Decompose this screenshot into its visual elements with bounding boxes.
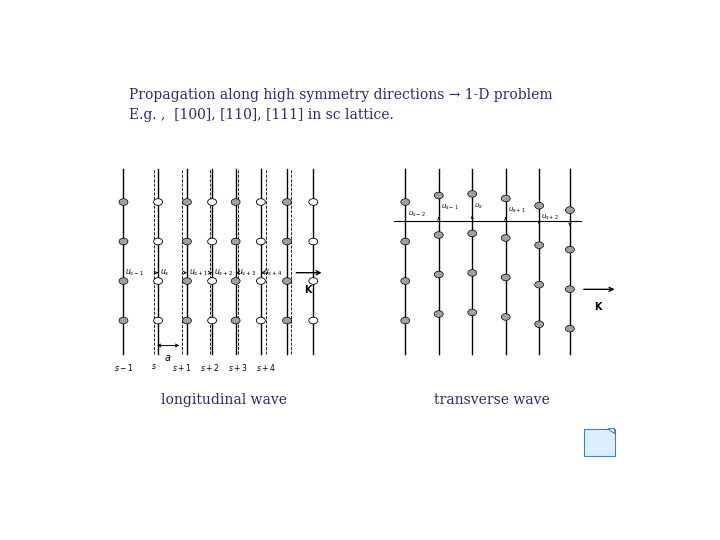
Circle shape bbox=[207, 317, 217, 324]
Circle shape bbox=[182, 317, 192, 324]
Text: $s$: $s$ bbox=[151, 362, 157, 371]
Circle shape bbox=[468, 269, 477, 276]
Circle shape bbox=[501, 195, 510, 202]
Circle shape bbox=[565, 207, 575, 213]
Circle shape bbox=[501, 274, 510, 281]
Circle shape bbox=[207, 278, 217, 285]
Text: $u_{s-2}$: $u_{s-2}$ bbox=[408, 210, 425, 219]
Circle shape bbox=[434, 232, 444, 238]
Circle shape bbox=[468, 309, 477, 316]
Circle shape bbox=[434, 192, 444, 199]
Text: $u_{s+1}$: $u_{s+1}$ bbox=[508, 206, 526, 215]
Text: $s+3$: $s+3$ bbox=[228, 362, 248, 373]
Circle shape bbox=[231, 317, 240, 324]
Circle shape bbox=[501, 235, 510, 241]
Circle shape bbox=[468, 191, 477, 197]
Text: $a$: $a$ bbox=[164, 353, 172, 363]
Circle shape bbox=[282, 278, 292, 285]
Circle shape bbox=[119, 199, 128, 205]
Text: transverse wave: transverse wave bbox=[434, 393, 549, 407]
Circle shape bbox=[182, 199, 192, 205]
Circle shape bbox=[309, 238, 318, 245]
Text: $s+4$: $s+4$ bbox=[256, 362, 276, 373]
Circle shape bbox=[309, 317, 318, 324]
Text: $s+2$: $s+2$ bbox=[200, 362, 220, 373]
Circle shape bbox=[401, 238, 410, 245]
Circle shape bbox=[119, 317, 128, 324]
Text: $u_{s-1}$: $u_{s-1}$ bbox=[441, 203, 459, 212]
Circle shape bbox=[231, 199, 240, 205]
Circle shape bbox=[401, 278, 410, 285]
Circle shape bbox=[256, 238, 266, 245]
Circle shape bbox=[119, 238, 128, 245]
Circle shape bbox=[153, 278, 163, 285]
Circle shape bbox=[401, 199, 410, 205]
Text: $s+1$: $s+1$ bbox=[172, 362, 192, 373]
Circle shape bbox=[256, 199, 266, 205]
Polygon shape bbox=[608, 429, 615, 434]
FancyBboxPatch shape bbox=[584, 429, 615, 456]
Text: $u_{s+4}$: $u_{s+4}$ bbox=[263, 267, 282, 278]
Circle shape bbox=[535, 321, 544, 328]
Text: $u_{s+3}$: $u_{s+3}$ bbox=[238, 267, 256, 278]
Circle shape bbox=[182, 238, 192, 245]
Circle shape bbox=[434, 310, 444, 318]
Circle shape bbox=[565, 246, 575, 253]
Circle shape bbox=[565, 325, 575, 332]
Circle shape bbox=[256, 278, 266, 285]
Circle shape bbox=[231, 238, 240, 245]
Circle shape bbox=[468, 230, 477, 237]
Text: Propagation along high symmetry directions → 1-D problem: Propagation along high symmetry directio… bbox=[129, 87, 553, 102]
Circle shape bbox=[401, 317, 410, 324]
Circle shape bbox=[309, 199, 318, 205]
Text: $u_s$: $u_s$ bbox=[160, 267, 169, 278]
Circle shape bbox=[207, 199, 217, 205]
Circle shape bbox=[282, 199, 292, 205]
Circle shape bbox=[231, 278, 240, 285]
Circle shape bbox=[282, 238, 292, 245]
Text: $\mathbf{K}$: $\mathbf{K}$ bbox=[304, 283, 314, 295]
Text: longitudinal wave: longitudinal wave bbox=[161, 393, 287, 407]
Circle shape bbox=[119, 278, 128, 285]
Circle shape bbox=[501, 314, 510, 320]
Circle shape bbox=[434, 271, 444, 278]
Circle shape bbox=[153, 317, 163, 324]
Text: $u_{s+2}$: $u_{s+2}$ bbox=[214, 267, 233, 278]
Circle shape bbox=[256, 317, 266, 324]
Text: $u_s$: $u_s$ bbox=[474, 201, 483, 211]
Circle shape bbox=[153, 238, 163, 245]
Text: $s-1$: $s-1$ bbox=[114, 362, 133, 373]
Circle shape bbox=[535, 281, 544, 288]
Circle shape bbox=[207, 238, 217, 245]
Circle shape bbox=[182, 278, 192, 285]
Text: $u_{s+2}$: $u_{s+2}$ bbox=[541, 213, 559, 222]
Circle shape bbox=[282, 317, 292, 324]
Text: E.g. ,  [100], [110], [111] in sc lattice.: E.g. , [100], [110], [111] in sc lattice… bbox=[129, 109, 394, 123]
Circle shape bbox=[535, 242, 544, 248]
Circle shape bbox=[535, 202, 544, 209]
Circle shape bbox=[565, 286, 575, 293]
Text: $u_{s+1}$: $u_{s+1}$ bbox=[189, 267, 207, 278]
Circle shape bbox=[309, 278, 318, 285]
Text: $u_{s-1}$: $u_{s-1}$ bbox=[125, 267, 144, 278]
Circle shape bbox=[153, 199, 163, 205]
Text: $\mathbf{K}$: $\mathbf{K}$ bbox=[594, 300, 604, 312]
